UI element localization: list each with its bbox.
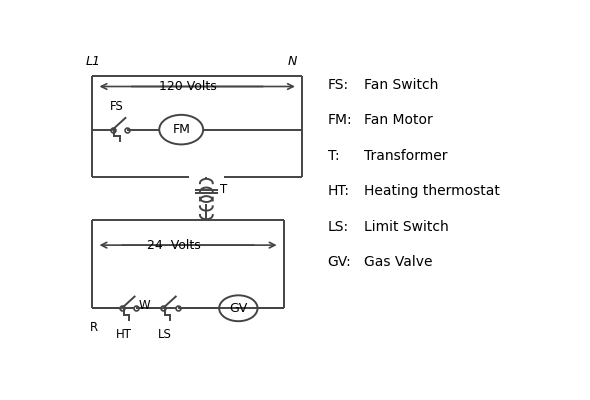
Text: Fan Motor: Fan Motor	[364, 113, 433, 127]
Text: N: N	[288, 55, 297, 68]
Text: FS:: FS:	[327, 78, 349, 92]
Text: W: W	[139, 299, 150, 312]
Text: HT:: HT:	[327, 184, 349, 198]
Text: GV: GV	[230, 302, 247, 315]
Text: Transformer: Transformer	[364, 149, 448, 163]
Text: L1: L1	[85, 55, 100, 68]
Text: LS:: LS:	[327, 220, 349, 234]
Text: T:: T:	[327, 149, 339, 163]
Text: 120 Volts: 120 Volts	[159, 80, 217, 93]
Text: Gas Valve: Gas Valve	[364, 255, 432, 269]
Text: Heating thermostat: Heating thermostat	[364, 184, 500, 198]
Text: Fan Switch: Fan Switch	[364, 78, 438, 92]
Text: R: R	[90, 320, 99, 334]
Text: FM:: FM:	[327, 113, 352, 127]
Text: GV:: GV:	[327, 255, 351, 269]
Text: HT: HT	[116, 328, 132, 341]
Text: 24  Volts: 24 Volts	[148, 239, 201, 252]
Text: LS: LS	[158, 328, 172, 341]
Text: FS: FS	[110, 100, 124, 113]
Text: T: T	[220, 183, 227, 196]
Text: FM: FM	[172, 123, 190, 136]
Text: Limit Switch: Limit Switch	[364, 220, 449, 234]
